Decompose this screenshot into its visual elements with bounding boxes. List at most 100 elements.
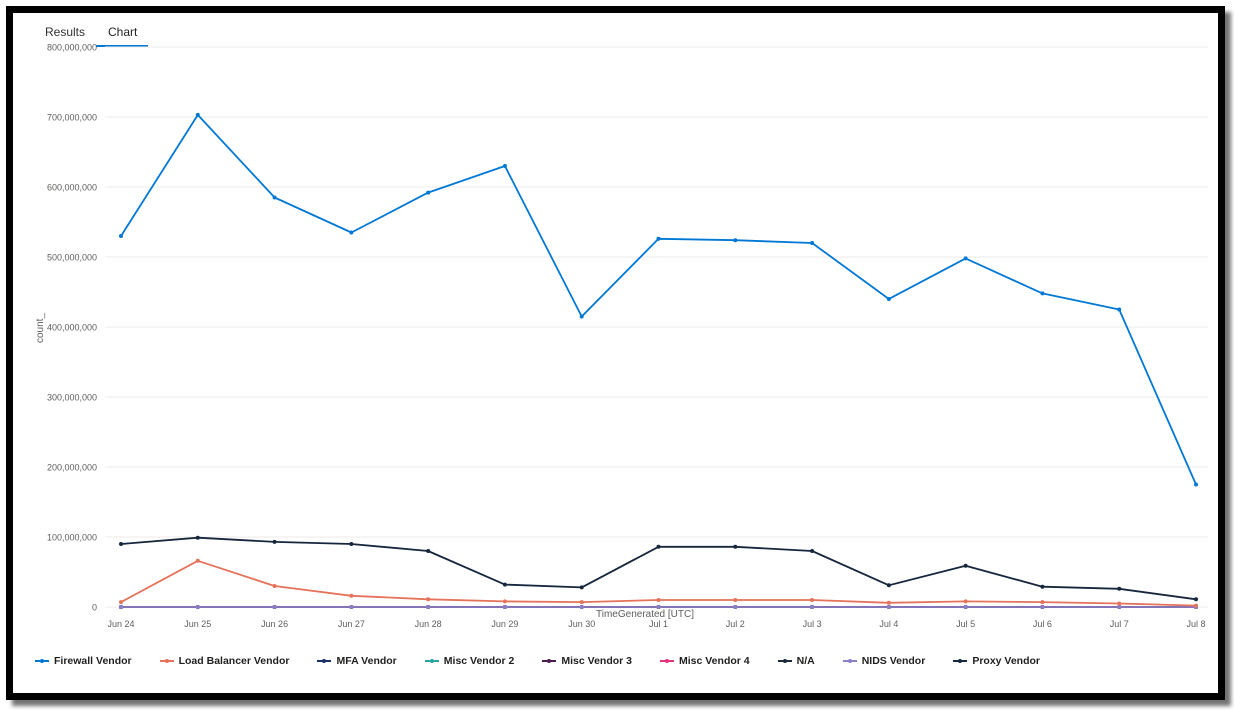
data-point[interactable] [733, 605, 738, 609]
data-point[interactable] [349, 605, 354, 609]
x-tick-label: Jun 26 [261, 619, 288, 629]
legend-item[interactable]: Load Balancer Vendor [159, 655, 289, 667]
y-tick-label: 300,000,000 [47, 393, 97, 403]
data-point[interactable] [195, 112, 200, 117]
data-point[interactable] [119, 542, 123, 546]
legend-label: Firewall Vendor [54, 655, 132, 667]
legend-label: Misc Vendor 4 [679, 655, 750, 667]
data-point[interactable] [1194, 603, 1198, 608]
legend-item[interactable]: Firewall Vendor [35, 655, 132, 667]
legend-item[interactable]: NIDS Vendor [842, 655, 925, 667]
data-point[interactable] [810, 598, 815, 602]
data-point[interactable] [119, 234, 123, 238]
data-point[interactable] [272, 605, 277, 609]
data-point[interactable] [656, 544, 661, 549]
x-axis-title: TimeGenerated [UTC] [596, 609, 694, 620]
x-tick-label: Jul 8 [1186, 619, 1205, 629]
legend-line-icon [777, 658, 792, 663]
data-point[interactable] [1040, 605, 1045, 609]
legend-line-icon [159, 658, 174, 663]
legend-item[interactable]: Misc Vendor 4 [660, 655, 750, 667]
y-tick-label: 200,000,000 [47, 463, 97, 473]
legend-item[interactable]: N/A [777, 655, 815, 667]
data-point[interactable] [1040, 600, 1045, 605]
data-point[interactable] [426, 605, 431, 609]
legend-label: Misc Vendor 3 [561, 655, 632, 667]
data-point[interactable] [426, 190, 431, 195]
y-axis-title: count_ [35, 313, 46, 343]
data-point[interactable] [349, 593, 354, 598]
data-point[interactable] [963, 256, 968, 261]
legend-item[interactable]: Misc Vendor 3 [542, 655, 632, 667]
data-point[interactable] [1194, 597, 1198, 602]
data-point[interactable] [502, 599, 507, 604]
data-point[interactable] [886, 297, 891, 301]
x-tick-label: Jul 4 [879, 619, 898, 629]
data-point[interactable] [963, 599, 968, 604]
y-tick-label: 500,000,000 [47, 253, 97, 263]
legend-line-icon [660, 658, 674, 663]
data-point[interactable] [502, 164, 507, 168]
data-point[interactable] [579, 600, 584, 605]
tab-chart[interactable]: Chart [96, 21, 149, 47]
y-tick-label: 100,000,000 [47, 533, 97, 543]
data-point[interactable] [579, 605, 584, 609]
series-layer [119, 112, 1198, 609]
data-point[interactable] [733, 598, 738, 602]
data-point[interactable] [349, 230, 354, 235]
data-point[interactable] [119, 600, 123, 605]
y-tick-label: 0 [92, 603, 97, 613]
x-tick-label: Jun 29 [491, 619, 518, 629]
data-point[interactable] [810, 241, 815, 245]
data-point[interactable] [1040, 584, 1045, 589]
data-point[interactable] [579, 314, 584, 319]
legend-item[interactable]: MFA Vendor [317, 655, 397, 667]
series-nids-vendor[interactable] [119, 605, 1198, 609]
data-point[interactable] [656, 605, 661, 609]
series-proxy-vendor[interactable] [119, 535, 1198, 602]
data-point[interactable] [963, 563, 968, 568]
data-point[interactable] [656, 236, 661, 241]
data-point[interactable] [426, 597, 431, 602]
legend-label: N/A [796, 655, 815, 667]
data-point[interactable] [733, 544, 738, 549]
data-point[interactable] [349, 542, 354, 546]
data-point[interactable] [733, 238, 738, 243]
x-tick-label: Jul 5 [956, 619, 975, 629]
legend-item[interactable]: Misc Vendor 2 [424, 655, 514, 667]
y-tick-label: 800,000,000 [47, 43, 97, 53]
data-point[interactable] [502, 582, 507, 587]
data-point[interactable] [886, 600, 891, 605]
grid-lines [105, 46, 1208, 608]
data-point[interactable] [656, 598, 661, 602]
data-point[interactable] [1194, 482, 1198, 487]
legend-item[interactable]: Proxy Vendor [953, 655, 1040, 667]
data-point[interactable] [272, 584, 277, 588]
data-point[interactable] [1117, 586, 1122, 591]
data-point[interactable] [810, 549, 815, 553]
data-point[interactable] [1117, 307, 1122, 312]
data-point[interactable] [272, 195, 277, 200]
x-tick-label: Jun 28 [415, 619, 442, 629]
data-point[interactable] [119, 605, 123, 609]
data-point[interactable] [195, 605, 200, 609]
data-point[interactable] [963, 605, 968, 609]
legend-line-icon [542, 658, 557, 663]
data-point[interactable] [579, 585, 584, 590]
data-point[interactable] [1040, 291, 1045, 296]
data-point[interactable] [195, 558, 200, 563]
data-point[interactable] [502, 605, 507, 609]
data-point[interactable] [886, 583, 891, 588]
data-point[interactable] [272, 539, 277, 544]
x-tick-label: Jun 24 [107, 619, 134, 629]
data-point[interactable] [195, 535, 200, 540]
data-point[interactable] [810, 605, 815, 609]
data-point[interactable] [426, 549, 431, 553]
data-point[interactable] [886, 605, 891, 609]
view-tabs: Results Chart [33, 21, 149, 47]
data-point[interactable] [1117, 605, 1122, 609]
tab-results[interactable]: Results [45, 25, 86, 39]
data-point[interactable] [1117, 601, 1122, 606]
series-firewall-vendor[interactable] [119, 112, 1198, 487]
series-load-balancer-vendor[interactable] [119, 558, 1198, 608]
